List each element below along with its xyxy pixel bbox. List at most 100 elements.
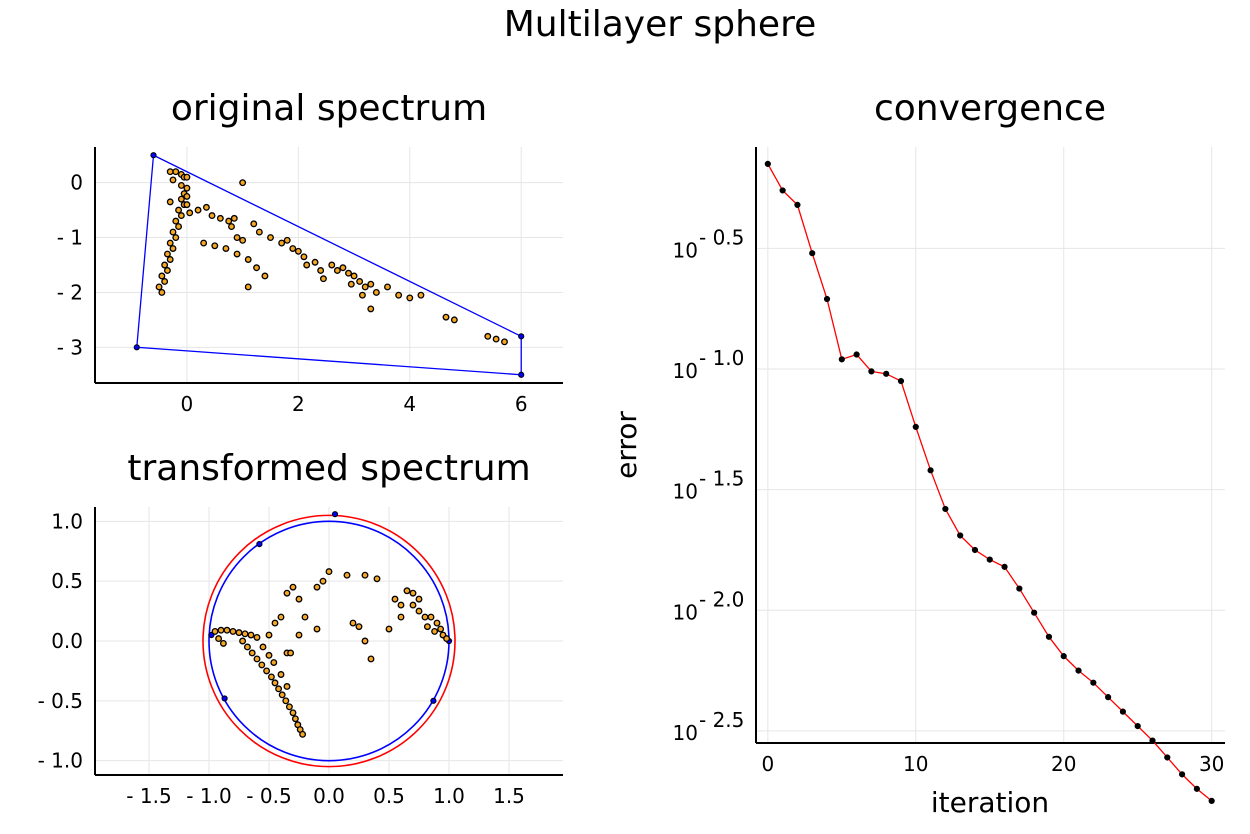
transformed-eigenvalue-point: [253, 633, 261, 641]
original-eigenvalue-point: [194, 206, 202, 214]
convergence-marker: [1090, 679, 1097, 686]
original-eigenvalue-point: [367, 305, 375, 313]
original-eigenvalue-point: [175, 223, 183, 231]
convergence-marker: [853, 351, 860, 358]
convergence-marker: [912, 423, 919, 431]
transformed-boundary-point: [331, 511, 339, 518]
transformed-eigenvalue-point: [421, 613, 429, 621]
original-eigenvalue-point: [166, 239, 174, 247]
original-eigenvalue-point: [183, 173, 191, 181]
convergence-marker: [957, 532, 964, 539]
original-eigenvalue-point: [169, 176, 177, 184]
transformed-eigenvalue-point: [313, 625, 321, 633]
original-eigenvalue-point: [261, 272, 269, 280]
original-eigenvalue-point: [200, 239, 208, 247]
original-eigenvalue-point: [161, 278, 169, 285]
transformed-eigenvalue-point: [301, 613, 309, 621]
original-xtick-label: 2: [292, 392, 305, 416]
original-eigenvalue-point: [233, 234, 241, 242]
original-eigenvalue-point: [239, 179, 247, 187]
original-xtick-label: 0: [181, 392, 194, 416]
convergence-marker: [1105, 694, 1112, 701]
original-eigenvalue-point: [356, 278, 364, 285]
transformed-xtick-label: 0.0: [313, 784, 345, 808]
original-xtick-label: 6: [515, 392, 528, 416]
original-eigenvalue-point: [155, 283, 163, 291]
original-eigenvalue-point: [372, 288, 380, 296]
convergence-ytick-base: 10: [673, 721, 698, 745]
original-eigenvalue-point: [166, 256, 174, 263]
original-spectrum-panel: original spectrum 0 2 4 6 0 - 1 - 2 - 3: [57, 88, 563, 416]
transformed-eigenvalue-point: [415, 607, 423, 615]
original-eigenvalue-point: [158, 272, 166, 280]
transformed-eigenvalue-point: [247, 631, 255, 639]
transformed-eigenvalue-point: [431, 627, 439, 635]
convergence-marker: [1031, 609, 1038, 616]
transformed-eigenvalue-point: [215, 635, 223, 643]
convergence-marker: [927, 467, 934, 474]
convergence-marker: [1060, 653, 1067, 660]
transformed-eigenvalue-point: [283, 589, 291, 597]
original-eigenvalue-point: [339, 264, 347, 272]
original-eigenvalue-point: [406, 294, 414, 302]
transformed-eigenvalue-point: [349, 619, 357, 627]
transformed-xtick-label: - 1.5: [126, 784, 171, 808]
original-eigenvalue-point: [253, 264, 261, 272]
convergence-xtick-label: 20: [1051, 752, 1076, 776]
convergence-ytick-base: 10: [673, 600, 698, 624]
original-eigenvalue-point: [300, 253, 308, 261]
transformed-eigenvalue-point: [385, 625, 393, 633]
convergence-marker: [868, 368, 875, 375]
transformed-eigenvalue-point: [427, 613, 435, 621]
original-eigenvalue-point: [384, 283, 391, 291]
convergence-xtick-label: 0: [761, 752, 774, 776]
original-eigenvalue-point: [172, 168, 180, 176]
original-polygon-vertex: [133, 344, 140, 351]
original-eigenvalue-point: [183, 184, 191, 192]
convergence-marker: [1208, 797, 1215, 805]
original-eigenvalue-point: [161, 261, 169, 269]
transformed-eigenvalue-point: [295, 631, 303, 639]
transformed-eigenvalue-point: [319, 577, 327, 585]
original-eigenvalue-point: [216, 214, 224, 222]
original-eigenvalue-point: [239, 236, 247, 244]
figure-suptitle: Multilayer sphere: [504, 4, 817, 45]
original-eigenvalue-point: [183, 192, 191, 200]
transformed-eigenvalue-point: [299, 730, 307, 738]
transformed-eigenvalue-point: [265, 631, 273, 639]
transformed-eigenvalue-point: [241, 630, 249, 638]
original-eigenvalue-point: [228, 223, 235, 231]
convergence-ytick-exponent: - 0.5: [699, 225, 744, 249]
transformed-eigenvalue-point: [437, 625, 445, 633]
original-eigenvalue-point: [177, 195, 185, 203]
original-eigenvalue-point: [222, 245, 230, 252]
transformed-ytick-label: 0.0: [51, 629, 83, 653]
transformed-eigenvalue-point: [271, 619, 279, 627]
transformed-eigenvalue-point: [253, 655, 261, 663]
convergence-marker: [1134, 723, 1141, 730]
convergence-marker: [971, 546, 979, 554]
original-eigenvalue-point: [177, 181, 185, 189]
original-spectrum-title: original spectrum: [171, 88, 487, 129]
transformed-eigenvalue-point: [270, 659, 278, 666]
convergence-marker: [1045, 633, 1053, 640]
transformed-eigenvalue-point: [409, 589, 417, 597]
transformed-eigenvalue-point: [285, 703, 293, 711]
original-eigenvalue-point: [333, 267, 341, 274]
transformed-xtick-label: - 1.0: [186, 784, 231, 808]
original-eigenvalue-point: [163, 267, 171, 274]
original-eigenvalue-point: [367, 280, 375, 288]
transformed-ytick-label: - 0.5: [38, 689, 83, 713]
transformed-eigenvalue-point: [282, 697, 290, 705]
transformed-eigenvalue-point: [229, 627, 237, 635]
original-eigenvalue-point: [358, 291, 366, 299]
original-eigenvalue-point: [283, 236, 291, 244]
transformed-eigenvalue-point: [223, 626, 231, 634]
transformed-eigenvalue-point: [283, 683, 291, 690]
original-eigenvalue-point: [177, 212, 185, 220]
original-polygon-vertex: [518, 333, 525, 340]
convergence-ytick-exponent: - 2.5: [699, 708, 744, 732]
transformed-eigenvalue-point: [259, 643, 267, 651]
convergence-marker: [1016, 585, 1023, 592]
